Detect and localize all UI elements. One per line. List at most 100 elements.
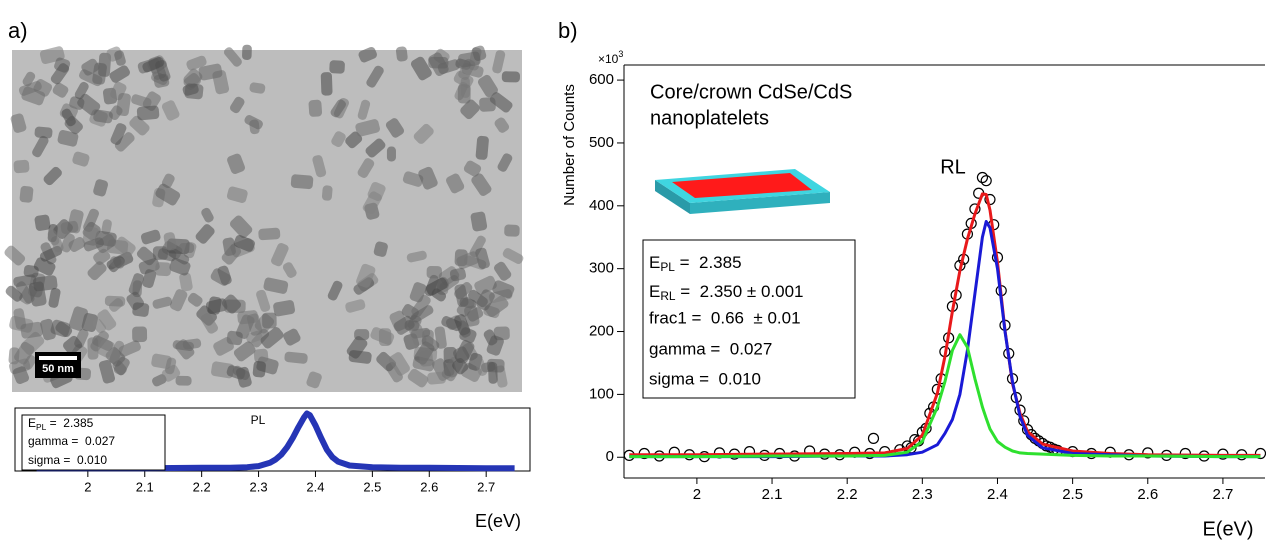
nanoplatelet [331,131,346,148]
nanoplatelet [320,72,333,96]
stats-entry: sigma = 0.010 [28,453,107,467]
nanoplatelet [175,339,195,360]
nanoplatelet [258,227,281,241]
x-tick-label: 2.4 [306,479,324,494]
y-tick-label: 0 [606,448,614,465]
nanoplatelet [354,329,370,341]
nanoplatelet [357,99,371,120]
nanoplatelet [470,211,488,232]
nanoplatelet [472,45,487,61]
nanoplatelet [142,56,165,73]
y-scale-exponent: 3 [618,49,623,59]
nanoplatelet [486,358,505,373]
nanoplatelet [198,63,223,81]
nanoplatelet [365,138,386,158]
nanoplatelet [253,348,269,363]
nanoplatelet [118,340,141,357]
nanoplatelet [494,117,510,133]
nanoplatelet [201,207,214,223]
x-tick-label: 2.1 [762,486,783,503]
nanoplatelet [57,129,79,147]
nanoplatelet [260,327,284,349]
platelet-side [655,180,690,214]
nanoplatelet [114,236,136,257]
nanoplatelet [221,294,242,314]
nanoplatelet [179,272,193,292]
nanoplatelet [223,47,242,67]
stats-entry: gamma = 0.027 [28,434,115,448]
nanoplatelet [114,50,126,66]
nanoplatelet [97,309,117,331]
nanoplatelet [179,242,195,254]
nanoplatelet [366,65,384,88]
chart-title: Core/crown CdSe/CdS [650,81,852,103]
nanoplatelet [446,173,465,194]
nanoplatelet [33,79,53,97]
nanoplatelet [210,268,231,286]
nanoplatelet [140,229,161,245]
nanoplatelet [33,275,58,292]
nanoplatelet [229,215,253,239]
nanoplatelet [421,329,434,347]
nanoplatelet [306,371,322,389]
x-tick-label: 2.4 [987,486,1008,503]
nanoplatelet [273,300,296,317]
nanoplatelet [402,171,424,187]
nanoplatelet [489,92,513,113]
nanoplatelet [152,374,167,387]
nanoplatelet [34,126,53,139]
nanoplatelet [13,308,27,330]
nanoplatelet [175,375,192,386]
x-tick-label: 2.6 [1137,486,1158,503]
nanoplatelet [5,285,23,302]
peak-annotation: RL [940,156,966,178]
nanoplatelet [486,335,504,356]
nanoplatelet [72,151,90,167]
stats-entry: EPL = 2.385 [649,253,742,274]
nanoplatelet [407,368,429,388]
nanoplatelet [362,191,382,215]
nanoplatelet [98,360,115,384]
nanoplatelet [474,357,488,376]
nanoplatelet [263,277,289,294]
y-tick-label: 400 [589,197,614,214]
nanoplatelet [330,99,347,118]
nanoplatelet [163,232,177,251]
nanoplatelet [13,159,30,174]
y-tick-label: 600 [589,71,614,88]
stats-entry: gamma = 0.027 [649,339,772,358]
nanoplatelet [290,174,314,190]
nanoplatelet [471,173,492,196]
nanoplatelet [492,50,506,74]
stats-symbol: E [649,282,660,301]
nanoplatelet [164,357,177,375]
nanoplatelet [262,312,277,329]
nanoplatelet [221,244,242,265]
y-scale-label: ×103 [598,49,623,66]
nanoplatelet [20,321,44,339]
stats-value: = 2.385 [675,253,742,272]
nanoplatelet [187,292,203,307]
nanoplatelet [62,335,83,355]
nanoplatelet [10,113,27,133]
nanoplatelet [249,82,266,94]
x-tick-label: 2.5 [363,479,381,494]
nanoplatelet [356,263,376,288]
nanoplatelet [425,277,448,296]
nanoplatelet [233,341,256,362]
nanoplatelet [479,97,496,112]
nanoplatelet [186,55,207,71]
nanoplatelet [90,330,109,352]
stats-value: = 2.385 [46,416,93,430]
x-tick-label: 2.6 [420,479,438,494]
nanoplatelet [395,46,408,62]
nanoplatelet [456,251,480,270]
nanoplatelet [138,258,160,275]
nanoplatelet [456,296,475,317]
nanoplatelet [152,296,173,309]
nanoplatelet [348,350,372,364]
stats-symbol: E [649,253,660,272]
nanoplatelet [426,266,442,279]
y-axis-label: Number of Counts [561,84,578,206]
fit-line [36,410,515,472]
